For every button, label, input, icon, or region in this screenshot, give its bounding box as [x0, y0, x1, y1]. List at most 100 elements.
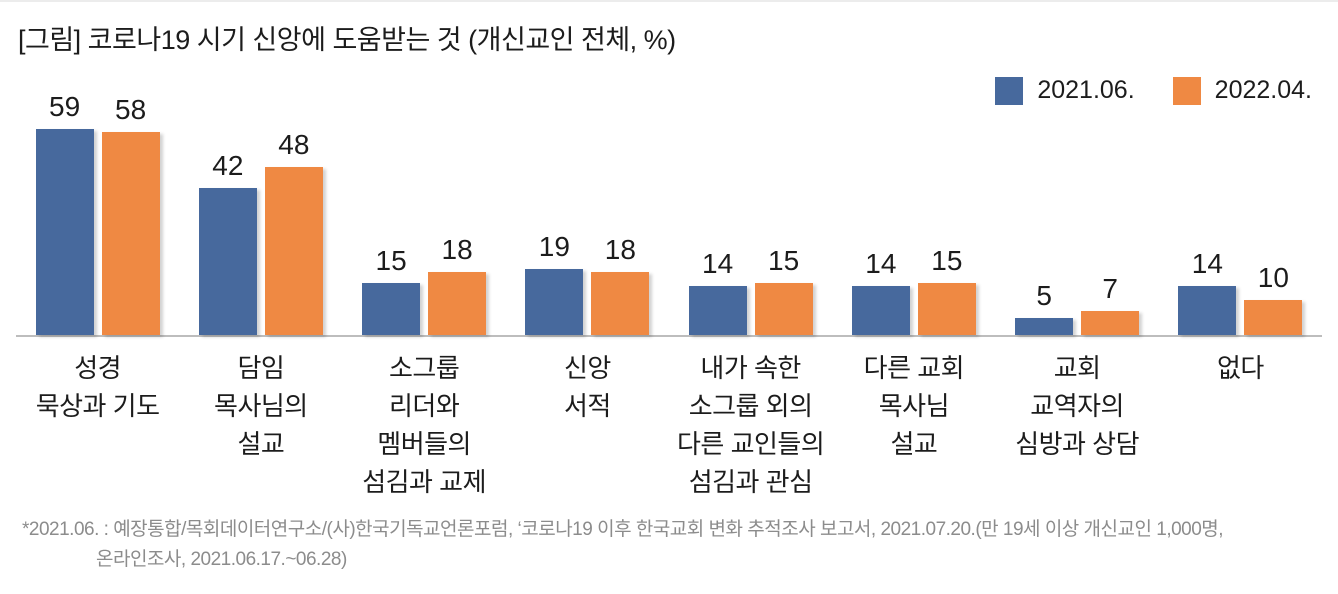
bar-2022-04 — [1244, 300, 1303, 335]
legend-label-2022-04: 2022.04. — [1214, 76, 1312, 104]
footnote-line: 온라인조사, 2021.06.17.~06.28) — [96, 549, 347, 570]
bar-group: 14 15 — [669, 244, 832, 335]
bar-2021-06 — [1015, 317, 1074, 335]
bar-column: 48 — [264, 129, 323, 335]
bar-column: 14 — [1178, 248, 1237, 335]
bar-column: 18 — [591, 234, 650, 335]
category-label-line: 묵상과 기도 — [35, 391, 160, 421]
category-label-line: 설교 — [890, 429, 938, 459]
legend-swatch-2022-04 — [1172, 76, 1201, 105]
bar-value-label: 10 — [1257, 262, 1289, 294]
category-label-line: 멤버들의 — [377, 429, 471, 459]
category-label-line: 성경 — [74, 353, 122, 383]
legend-item-2022-04: 2022.04. — [1172, 76, 1312, 105]
bar-value-label: 14 — [702, 248, 734, 280]
bar-column: 15 — [754, 244, 813, 335]
legend-label-2021-06: 2021.06. — [1037, 76, 1135, 104]
category-label-line: 소그룹 외의 — [688, 391, 813, 421]
bar-value-label: 7 — [1102, 272, 1118, 304]
category-label: 없다 — [1159, 349, 1322, 501]
legend-item-2021-06: 2021.06. — [995, 76, 1135, 105]
chart-title: [그림] 코로나19 시기 신앙에 도움받는 것 (개신교인 전체, %) — [18, 25, 676, 55]
bar-2021-06 — [525, 268, 584, 335]
bar-2022-04 — [264, 167, 323, 335]
category-label-line: 교회 — [1053, 353, 1101, 383]
bar-column: 15 — [362, 244, 421, 335]
bar-column: 19 — [525, 230, 584, 335]
bar-column: 5 — [1015, 279, 1074, 335]
category-label-line: 다른 교회 — [863, 353, 965, 383]
legend-swatch-2021-06 — [995, 76, 1024, 105]
category-labels: 성경 묵상과 기도 담임 목사님의 설교 소그룹 리더와 멤버들의 섬김과 교제 신앙 서적 내가 속… — [16, 337, 1322, 501]
bar-group: 15 18 — [343, 234, 506, 335]
footnote-line: *2021.06. : 예장통합/목회데이터연구소/(사)한국기독교언론포럼, … — [22, 519, 1224, 540]
bar-2021-06 — [1178, 286, 1237, 335]
bar-value-label: 58 — [115, 94, 147, 126]
bar-column: 7 — [1081, 272, 1140, 335]
bar-2022-04 — [754, 282, 813, 335]
bar-group: 14 15 — [832, 244, 995, 335]
bar-2021-06 — [198, 188, 257, 335]
bar-column: 10 — [1244, 262, 1303, 335]
category-label-line: 목사님 — [878, 391, 950, 421]
bar-2022-04 — [591, 272, 650, 335]
legend: 2021.06. 2022.04. — [995, 76, 1312, 105]
bar-column: 59 — [35, 90, 94, 335]
bar-column: 14 — [688, 248, 747, 335]
category-label-line: 다른 교인들의 — [677, 429, 825, 459]
bar-column: 42 — [198, 150, 257, 335]
category-label-line: 섬김과 관심 — [688, 467, 813, 497]
bar-value-label: 14 — [1191, 248, 1223, 280]
bar-2021-06 — [362, 282, 421, 335]
category-label-line: 담임 — [237, 353, 285, 383]
bar-group: 42 48 — [179, 129, 342, 335]
category-label-line: 심방과 상담 — [1015, 429, 1140, 459]
bar-group: 19 18 — [506, 230, 669, 335]
bar-column: 14 — [851, 248, 910, 335]
category-label-line: 교역자의 — [1030, 391, 1124, 421]
category-label-line: 섬김과 교제 — [362, 467, 487, 497]
category-label-line: 소그룹 — [388, 353, 460, 383]
category-label-line: 설교 — [237, 429, 285, 459]
category-label-line: 없다 — [1216, 353, 1264, 383]
x-axis-line — [16, 335, 1322, 337]
bar-2021-06 — [35, 128, 94, 335]
bar-value-label: 15 — [931, 244, 963, 276]
bar-value-label: 15 — [768, 244, 800, 276]
category-label-line: 목사님의 — [214, 391, 308, 421]
bar-column: 58 — [101, 94, 160, 335]
category-label-line: 리더와 — [388, 391, 460, 421]
bar-value-label: 18 — [604, 234, 636, 266]
bar-2021-06 — [688, 286, 747, 335]
bar-value-label: 19 — [538, 230, 570, 262]
category-label-line: 내가 속한 — [700, 353, 801, 383]
plot-area: 59 58 42 48 15 18 19 18 14 15 14 15 5 7 14 10 — [16, 85, 1322, 335]
bar-value-label: 18 — [441, 234, 473, 266]
bar-column: 15 — [917, 244, 976, 335]
bar-2022-04 — [101, 132, 160, 335]
bar-value-label: 14 — [865, 248, 897, 280]
bar-2022-04 — [917, 282, 976, 335]
bar-2022-04 — [1081, 310, 1140, 335]
bar-group: 59 58 — [16, 90, 179, 335]
bar-2022-04 — [428, 272, 487, 335]
bar-value-label: 15 — [375, 244, 407, 276]
bar-column: 18 — [428, 234, 487, 335]
category-label-line: 신앙 — [563, 353, 611, 383]
bar-2021-06 — [851, 286, 910, 335]
bar-value-label: 5 — [1036, 279, 1052, 311]
bar-group: 14 10 — [1159, 248, 1322, 335]
bar-value-label: 59 — [49, 90, 81, 122]
bar-value-label: 48 — [278, 129, 310, 161]
bar-value-label: 42 — [212, 150, 244, 182]
category-label-line: 서적 — [563, 391, 611, 421]
